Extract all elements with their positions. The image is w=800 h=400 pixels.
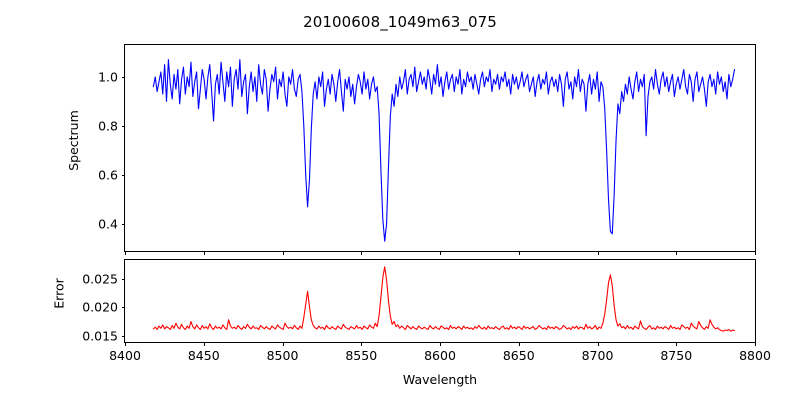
- spectrum-ytick-mark-2: [121, 125, 125, 128]
- wavelength-axis-label: Wavelength: [402, 372, 478, 387]
- error-xtick-label-1: 8450: [187, 348, 220, 363]
- spectrum-ytick-label-1: 0.6: [98, 167, 118, 183]
- spectrum-ytick-label-2: 0.8: [98, 118, 118, 134]
- error-axes: Error 0.015 0.020 0.025 8400 8450 8500 8550 860…: [52, 259, 771, 363]
- spectrum-xtick-mark-0: [125, 251, 127, 255]
- error-xtick-mark-3: [361, 342, 363, 346]
- spectrum-axes: Spectrum 0.4 0.6 0.8 1.0: [66, 44, 757, 255]
- spectrum-xtick-mark-6: [597, 251, 599, 255]
- spectrum-xtick-mark-1: [203, 251, 205, 255]
- error-ytick-label-0: 0.015: [82, 328, 118, 344]
- figure-title: 20100608_1049m63_075: [303, 13, 497, 31]
- spectrum-ytick-mark-3: [121, 76, 125, 78]
- spectrum-ytick-label-0: 0.4: [98, 216, 118, 232]
- spectrum-xtick-mark-3: [361, 251, 363, 255]
- error-axis-label: Error: [51, 277, 67, 309]
- error-xtick-mark-0: [125, 342, 127, 346]
- error-xtick-label-7: 8750: [660, 348, 693, 363]
- error-ytick-mark-2: [121, 278, 125, 280]
- error-xtick-label-4: 8600: [424, 348, 456, 363]
- error-ytick-mark-0: [121, 335, 125, 337]
- error-plot-area: [152, 266, 736, 332]
- error-xtick-mark-5: [518, 342, 520, 346]
- spectrum-ytick-mark-0: [121, 224, 125, 226]
- error-ytick-label-1: 0.020: [82, 299, 118, 315]
- spectrum-ytick-mark-1: [121, 174, 125, 177]
- error-line: [152, 266, 736, 332]
- error-xtick-label-3: 8550: [345, 348, 378, 363]
- error-xtick-label-5: 8650: [502, 348, 535, 363]
- spectrum-line: [152, 59, 736, 242]
- error-xtick-mark-4: [440, 342, 442, 346]
- error-xtick-label-6: 8700: [581, 348, 614, 363]
- spectrum-ytick-label-3: 1.0: [98, 69, 118, 85]
- spectrum-xtick-mark-5: [518, 251, 520, 255]
- error-xtick-mark-6: [597, 342, 599, 346]
- error-xtick-label-2: 8500: [266, 348, 299, 363]
- error-xtick-label-0: 8400: [109, 348, 141, 363]
- spectrum-xtick-mark-7: [676, 251, 678, 255]
- spectrum-xtick-mark-4: [440, 251, 442, 255]
- spectrum-axis-label: Spectrum: [65, 109, 81, 171]
- error-xtick-mark-7: [676, 342, 678, 346]
- error-xtick-mark-8: [755, 342, 757, 346]
- error-xtick-label-8: 8800: [739, 348, 771, 363]
- error-xtick-mark-1: [203, 342, 205, 346]
- spectrum-xtick-mark-8: [755, 251, 757, 255]
- error-ytick-label-2: 0.025: [82, 271, 118, 287]
- spectrum-xtick-mark-2: [282, 251, 284, 255]
- error-ytick-mark-1: [121, 307, 125, 309]
- error-xtick-mark-2: [282, 342, 284, 346]
- spectrum-plot-area: [152, 59, 736, 242]
